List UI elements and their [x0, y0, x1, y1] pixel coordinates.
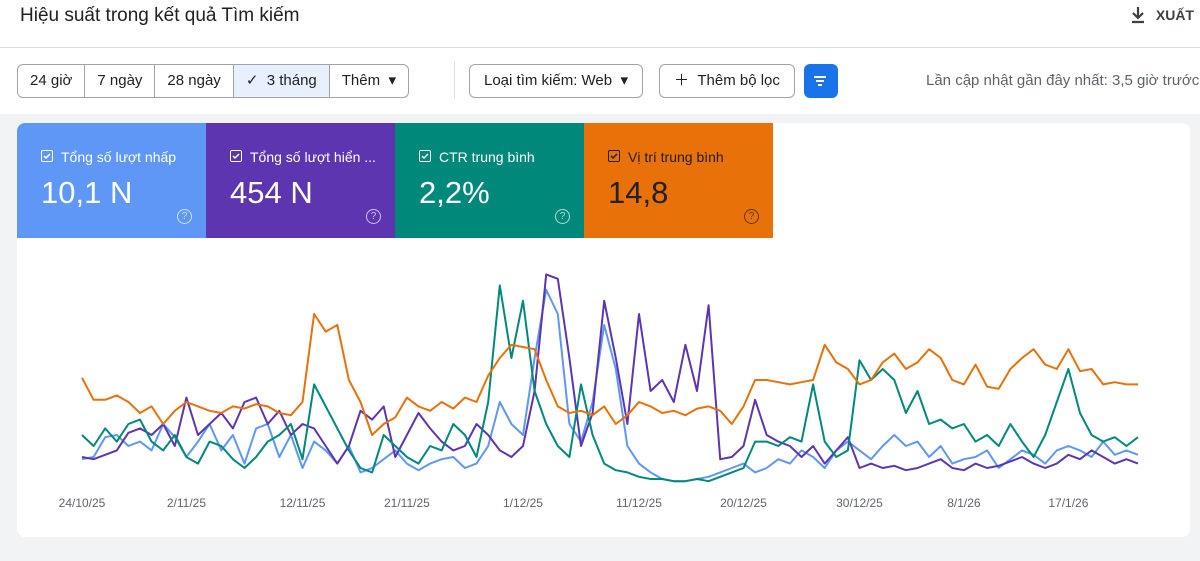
filter-icon [814, 76, 826, 86]
metric-card[interactable]: Tổng số lượt nhấp 10,1 N? [17, 123, 206, 238]
help-icon: ? [744, 209, 759, 224]
range-selector: 24 giờ 7 ngày 28 ngày ✓ 3 tháng Thêm ▾ [17, 64, 409, 98]
export-button[interactable]: XUẤT [1130, 6, 1194, 24]
metric-label: Vị trí trung bình [628, 149, 724, 165]
header: Hiệu suất trong kết quả Tìm kiếm XUẤT [0, 0, 1200, 48]
download-icon [1131, 7, 1144, 24]
metric-label: Tổng số lượt nhấp [61, 149, 177, 165]
metric-value: 14,8 [608, 175, 669, 210]
series-line [81, 284, 1139, 483]
range-chip[interactable]: 28 ngày [155, 65, 234, 97]
x-tick-label: 2/11/25 [167, 496, 206, 510]
range-label: 3 tháng [266, 72, 317, 89]
metric-card[interactable]: CTR trung bình 2,2%? [395, 123, 584, 238]
help-icon: ? [177, 209, 192, 224]
range-chip[interactable]: Thêm ▾ [330, 65, 408, 97]
checkbox [608, 150, 620, 162]
range-label: 24 giờ [30, 72, 73, 89]
chart: 24/10/25 2/11/25 12/11/25 21/11/25 1/12/25 11… [59, 273, 1139, 510]
checkbox [41, 150, 53, 162]
metric-label: Tổng số lượt hiển ... [250, 149, 376, 165]
x-tick-label: 24/10/25 [59, 496, 106, 510]
series-line [81, 273, 1139, 472]
x-tick-label: 8/1/26 [947, 496, 981, 510]
series-line [81, 288, 1139, 483]
range-chip[interactable]: 24 giờ [18, 65, 86, 97]
metric-card[interactable]: Vị trí trung bình 14,8? [584, 123, 773, 238]
checkbox [419, 150, 431, 162]
check-icon: ✓ [245, 72, 267, 89]
x-tick-label: 12/11/25 [280, 496, 326, 510]
help-icon: ? [366, 209, 381, 224]
search-type: Loại tìm kiếm: Web [484, 72, 613, 89]
add-filter-button[interactable]: ＋ Thêm bộ lọc [659, 64, 795, 98]
range-label: 7 ngày [97, 72, 143, 89]
range-chip[interactable]: ✓ 3 tháng [233, 65, 330, 97]
metric-value: 10,1 N [41, 175, 133, 210]
checkbox [230, 150, 242, 162]
search-type-button[interactable]: Loại tìm kiếm: Web ▾ [469, 64, 643, 98]
last-updated: Lần cập nhật gần đây nhất: 3,5 giờ trước [926, 72, 1200, 89]
help-icon: ? [555, 209, 570, 224]
range-label: 28 ngày [167, 72, 221, 89]
export-label: XUẤT [1155, 7, 1194, 23]
chart-panel: 24/10/25 2/11/25 12/11/25 21/11/25 1/12/25 11… [17, 123, 1190, 537]
x-tick-label: 20/12/25 [720, 496, 767, 510]
x-tick-label: 11/12/25 [616, 496, 662, 510]
metric-value: 454 N [230, 175, 313, 210]
metric-label: CTR trung bình [439, 149, 535, 165]
x-tick-label: 30/12/25 [836, 496, 883, 510]
x-tick-label: 21/11/25 [384, 496, 430, 510]
range-label: Thêm [341, 72, 381, 89]
dropdown-arrow: ▾ [380, 72, 396, 89]
metric-value: 2,2% [419, 175, 490, 210]
x-tick-label: 1/12/25 [503, 496, 543, 510]
series-line [81, 313, 1138, 436]
page-title: Hiệu suất trong kết quả Tìm kiếm [20, 5, 300, 26]
add-filter-label: Thêm bộ lọc [697, 72, 780, 89]
filter-settings-button[interactable] [804, 64, 838, 98]
x-tick-label: 17/1/26 [1048, 496, 1088, 510]
divider [454, 62, 455, 98]
range-chip[interactable]: 7 ngày [85, 65, 156, 97]
metric-card[interactable]: Tổng số lượt hiển ... 454 N? [206, 123, 395, 238]
